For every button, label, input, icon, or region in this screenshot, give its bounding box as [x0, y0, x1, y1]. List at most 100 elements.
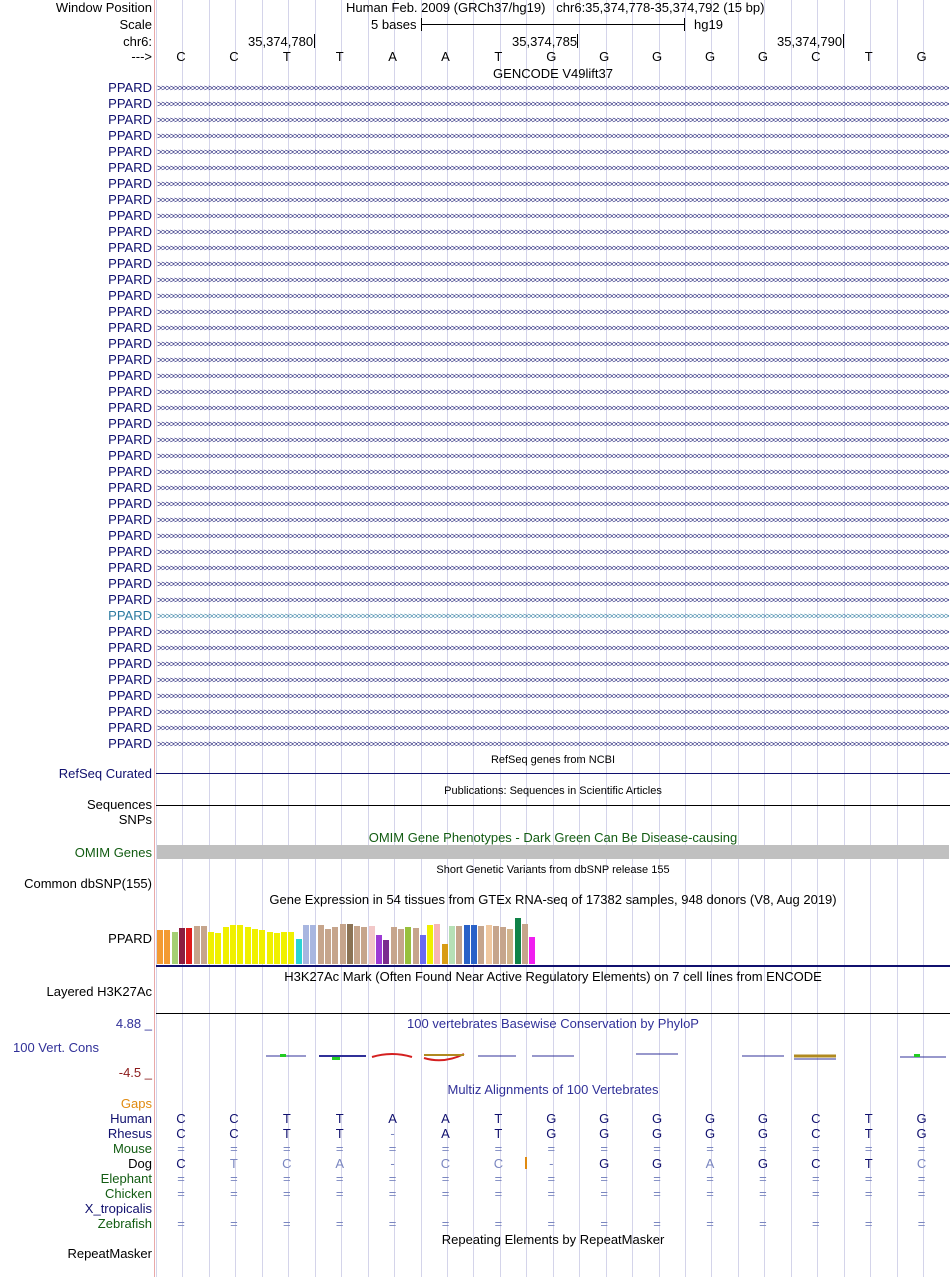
gencode-transcript-label[interactable]: PPARD: [108, 223, 152, 239]
gtex-tissue-bar[interactable]: [186, 928, 193, 964]
gencode-transcript-label[interactable]: PPARD: [108, 95, 152, 111]
repeatmasker-track-title[interactable]: Repeating Elements by RepeatMasker: [441, 1232, 665, 1247]
gtex-tissue-bar[interactable]: [470, 925, 477, 964]
gencode-transcript-line[interactable]: >>>>>>>>>>>>>>>>>>>>>>>>>>>>>>>>>>>>>>>>…: [157, 706, 949, 717]
gtex-tissue-bar[interactable]: [441, 944, 448, 964]
gencode-transcript-label[interactable]: PPARD: [108, 655, 152, 671]
gencode-transcript-label[interactable]: PPARD: [108, 415, 152, 431]
h3k27ac-track-label[interactable]: Layered H3K27Ac: [46, 984, 152, 999]
gencode-transcript-line[interactable]: >>>>>>>>>>>>>>>>>>>>>>>>>>>>>>>>>>>>>>>>…: [157, 98, 949, 109]
gencode-transcript-label[interactable]: PPARD: [108, 543, 152, 559]
gencode-transcript-label[interactable]: PPARD: [108, 255, 152, 271]
gencode-transcript-label[interactable]: PPARD: [108, 591, 152, 607]
gencode-transcript-label[interactable]: PPARD: [108, 207, 152, 223]
gtex-tissue-bar[interactable]: [317, 925, 324, 964]
gtex-tissue-bar[interactable]: [412, 928, 419, 964]
dbsnp-track-title[interactable]: Short Genetic Variants from dbSNP releas…: [436, 864, 670, 876]
gencode-transcript-line[interactable]: >>>>>>>>>>>>>>>>>>>>>>>>>>>>>>>>>>>>>>>>…: [157, 434, 949, 445]
multiz-species-row[interactable]: [0, 1096, 950, 1112]
gtex-tissue-bar[interactable]: [383, 940, 390, 964]
gtex-tissue-bar[interactable]: [368, 926, 375, 964]
gencode-transcript-label[interactable]: PPARD: [108, 671, 152, 687]
gtex-expression-chart[interactable]: [156, 908, 950, 964]
multiz-species-label[interactable]: Dog: [128, 1156, 152, 1171]
gtex-tissue-bar[interactable]: [405, 927, 412, 964]
gencode-transcript-label[interactable]: PPARD: [108, 463, 152, 479]
gencode-transcript-line[interactable]: >>>>>>>>>>>>>>>>>>>>>>>>>>>>>>>>>>>>>>>>…: [157, 738, 949, 749]
gencode-transcript-line[interactable]: >>>>>>>>>>>>>>>>>>>>>>>>>>>>>>>>>>>>>>>>…: [157, 690, 949, 701]
gencode-transcript-label[interactable]: PPARD: [108, 639, 152, 655]
repeatmasker-track-label[interactable]: RepeatMasker: [67, 1246, 152, 1261]
gtex-tissue-bar[interactable]: [456, 926, 463, 964]
gtex-tissue-bar[interactable]: [164, 930, 171, 964]
gtex-tissue-bar[interactable]: [200, 926, 207, 964]
gtex-tissue-bar[interactable]: [492, 926, 499, 964]
publications-line[interactable]: [156, 805, 950, 806]
gencode-transcript-line[interactable]: >>>>>>>>>>>>>>>>>>>>>>>>>>>>>>>>>>>>>>>>…: [157, 610, 949, 621]
gencode-transcript-line[interactable]: >>>>>>>>>>>>>>>>>>>>>>>>>>>>>>>>>>>>>>>>…: [157, 178, 949, 189]
gencode-transcript-line[interactable]: >>>>>>>>>>>>>>>>>>>>>>>>>>>>>>>>>>>>>>>>…: [157, 530, 949, 541]
gencode-transcript-label[interactable]: PPARD: [108, 127, 152, 143]
gtex-tissue-bar[interactable]: [339, 924, 346, 964]
gtex-tissue-bar[interactable]: [244, 927, 251, 964]
gencode-transcript-label[interactable]: PPARD: [108, 575, 152, 591]
gencode-transcript-label[interactable]: PPARD: [108, 719, 152, 735]
gencode-transcript-label[interactable]: PPARD: [108, 111, 152, 127]
gencode-transcript-line[interactable]: >>>>>>>>>>>>>>>>>>>>>>>>>>>>>>>>>>>>>>>>…: [157, 386, 949, 397]
gtex-tissue-bar[interactable]: [354, 926, 361, 964]
gencode-transcript-label[interactable]: PPARD: [108, 287, 152, 303]
gencode-transcript-label[interactable]: PPARD: [108, 319, 152, 335]
gencode-transcript-label[interactable]: PPARD: [108, 159, 152, 175]
gtex-tissue-bar[interactable]: [157, 930, 163, 964]
gtex-tissue-bar[interactable]: [449, 926, 455, 964]
snps-track-label[interactable]: SNPs: [118, 812, 152, 827]
multiz-track-title[interactable]: Multiz Alignments of 100 Vertebrates: [447, 1082, 659, 1097]
gencode-transcript-label[interactable]: PPARD: [108, 623, 152, 639]
multiz-species-label[interactable]: Elephant: [100, 1171, 152, 1186]
gencode-transcript-line[interactable]: >>>>>>>>>>>>>>>>>>>>>>>>>>>>>>>>>>>>>>>>…: [157, 354, 949, 365]
gencode-transcript-line[interactable]: >>>>>>>>>>>>>>>>>>>>>>>>>>>>>>>>>>>>>>>>…: [157, 674, 949, 685]
gtex-tissue-bar[interactable]: [514, 918, 521, 964]
gencode-transcript-line[interactable]: >>>>>>>>>>>>>>>>>>>>>>>>>>>>>>>>>>>>>>>>…: [157, 546, 949, 557]
h3k27ac-track-title[interactable]: H3K27Ac Mark (Often Found Near Active Re…: [284, 969, 822, 984]
gencode-transcript-line[interactable]: >>>>>>>>>>>>>>>>>>>>>>>>>>>>>>>>>>>>>>>>…: [157, 274, 949, 285]
gtex-tissue-bar[interactable]: [303, 925, 309, 964]
gtex-tissue-bar[interactable]: [397, 929, 404, 964]
gencode-transcript-line[interactable]: >>>>>>>>>>>>>>>>>>>>>>>>>>>>>>>>>>>>>>>>…: [157, 482, 949, 493]
gencode-transcript-label[interactable]: PPARD: [108, 559, 152, 575]
gencode-transcript-label[interactable]: PPARD: [108, 335, 152, 351]
gtex-tissue-bar[interactable]: [478, 926, 485, 964]
gtex-tissue-bar[interactable]: [332, 927, 339, 964]
gencode-transcript-label[interactable]: PPARD: [108, 447, 152, 463]
gencode-transcript-line[interactable]: >>>>>>>>>>>>>>>>>>>>>>>>>>>>>>>>>>>>>>>>…: [157, 226, 949, 237]
gtex-tissue-bar[interactable]: [259, 930, 266, 964]
gencode-transcript-label[interactable]: PPARD: [108, 351, 152, 367]
multiz-species-row[interactable]: [0, 1201, 950, 1217]
gtex-tissue-bar[interactable]: [178, 928, 185, 964]
gtex-tissue-bar[interactable]: [281, 932, 288, 964]
gencode-transcript-label[interactable]: PPARD: [108, 271, 152, 287]
omim-gene-block[interactable]: [157, 845, 949, 859]
gencode-transcript-line[interactable]: >>>>>>>>>>>>>>>>>>>>>>>>>>>>>>>>>>>>>>>>…: [157, 578, 949, 589]
gencode-transcript-line[interactable]: >>>>>>>>>>>>>>>>>>>>>>>>>>>>>>>>>>>>>>>>…: [157, 258, 949, 269]
dbsnp-track-label[interactable]: Common dbSNP(155): [24, 876, 152, 891]
gtex-tissue-bar[interactable]: [463, 925, 470, 964]
gencode-transcript-line[interactable]: >>>>>>>>>>>>>>>>>>>>>>>>>>>>>>>>>>>>>>>>…: [157, 290, 949, 301]
multiz-species-label[interactable]: Mouse: [112, 1141, 152, 1156]
gtex-tissue-bar[interactable]: [434, 924, 441, 964]
gencode-transcript-line[interactable]: >>>>>>>>>>>>>>>>>>>>>>>>>>>>>>>>>>>>>>>>…: [157, 658, 949, 669]
gtex-tissue-bar[interactable]: [273, 933, 280, 964]
gencode-transcript-label[interactable]: PPARD: [108, 495, 152, 511]
gencode-transcript-line[interactable]: >>>>>>>>>>>>>>>>>>>>>>>>>>>>>>>>>>>>>>>>…: [157, 194, 949, 205]
gtex-tissue-bar[interactable]: [295, 939, 302, 964]
gencode-transcript-line[interactable]: >>>>>>>>>>>>>>>>>>>>>>>>>>>>>>>>>>>>>>>>…: [157, 450, 949, 461]
publications-track-title[interactable]: Publications: Sequences in Scientific Ar…: [444, 785, 662, 797]
multiz-species-row[interactable]: = = = = = = = = = = = = = = =: [0, 1171, 950, 1187]
gencode-transcript-label[interactable]: PPARD: [108, 399, 152, 415]
gencode-transcript-label[interactable]: PPARD: [108, 383, 152, 399]
gtex-tissue-bar[interactable]: [324, 929, 331, 964]
gtex-tissue-bar[interactable]: [529, 937, 536, 964]
gencode-transcript-label[interactable]: PPARD: [108, 191, 152, 207]
